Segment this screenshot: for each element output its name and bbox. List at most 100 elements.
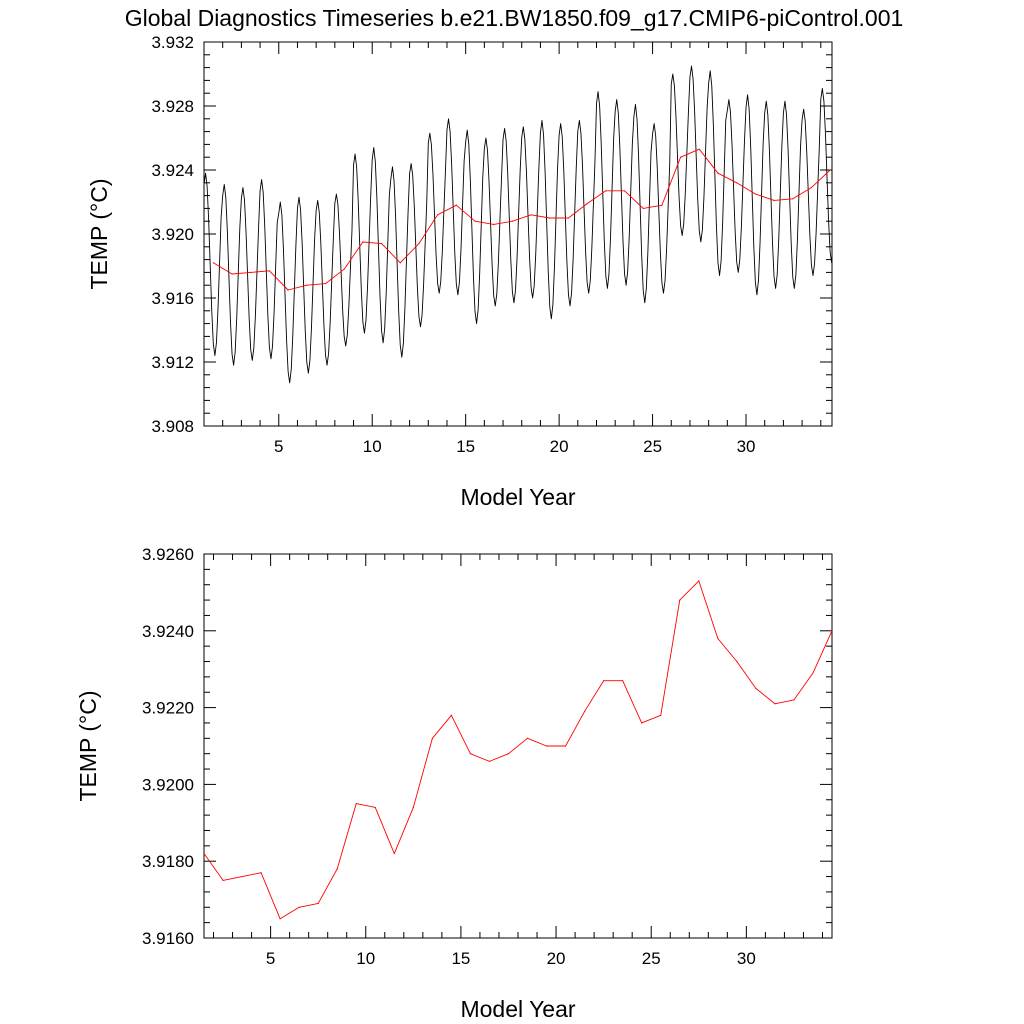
annual-point: [336, 868, 338, 870]
annual-point: [526, 737, 529, 739]
annual-point: [641, 722, 643, 724]
annual-point: [431, 737, 433, 739]
annual-series-line: [204, 580, 832, 920]
y-tick-label: 3.9180: [142, 852, 194, 871]
y-axis-label: TEMP (°C): [75, 691, 101, 802]
annual-point: [380, 243, 383, 245]
annual-point: [399, 262, 401, 264]
annual-point: [306, 284, 308, 286]
y-tick-label: 3.9240: [142, 622, 194, 641]
annual-point: [250, 271, 252, 273]
annual-point: [605, 190, 607, 192]
annual-point: [584, 710, 586, 713]
x-tick-label: 10: [356, 949, 375, 968]
annual-point: [231, 273, 233, 275]
annual-point: [679, 599, 681, 601]
annual-point: [222, 879, 224, 882]
annual-point: [279, 918, 281, 920]
annual-point: [374, 806, 376, 809]
annual-point: [661, 204, 663, 206]
annual-point: [324, 283, 327, 285]
annual-point: [698, 148, 700, 150]
annual-point: [493, 223, 495, 225]
annual-point: [507, 753, 510, 755]
annual-point: [792, 198, 794, 200]
annual-point: [567, 217, 570, 219]
annual-point: [287, 289, 289, 291]
annual-point: [212, 262, 214, 264]
annual-point: [717, 637, 719, 640]
annual-point: [437, 214, 439, 216]
top-panel: 5 10 15 20 25 30 3.908 3.912 3.916 3.920 3.924 3.92…: [86, 33, 833, 510]
annual-point: [774, 703, 776, 705]
annual-point: [469, 753, 472, 755]
annual-point: [343, 268, 345, 270]
annual-point: [298, 906, 300, 908]
x-tick-label: 20: [550, 437, 569, 456]
monthly-series-line: [204, 65, 832, 384]
annual-point: [530, 214, 532, 216]
y-tick-label: 3.9200: [142, 775, 194, 794]
y-axis-label: TEMP (°C): [86, 179, 112, 290]
annual-point: [545, 745, 548, 747]
annual-point: [393, 852, 395, 855]
y-tick-label: 3.924: [151, 161, 194, 180]
annual-point: [755, 687, 757, 690]
y-tick-label: 3.916: [151, 289, 194, 308]
x-tick-label: 15: [451, 949, 470, 968]
x-tick-label: 5: [266, 949, 275, 968]
x-tick-label: 15: [456, 437, 475, 456]
y-tick-label: 3.920: [151, 225, 194, 244]
annual-point: [355, 803, 357, 805]
y-tick-label: 3.9220: [142, 699, 194, 718]
annual-point: [455, 204, 457, 206]
annual-point: [829, 169, 831, 171]
bottom-panel: 5 10 15 20 25 30 3.9160 3.9180 3.9200 3.9220 3.924…: [75, 545, 833, 1022]
x-tick-label: 30: [737, 949, 756, 968]
x-tick-label: 20: [547, 949, 566, 968]
annual-point: [812, 672, 814, 674]
x-axis-label: Model Year: [460, 996, 575, 1022]
annual-point: [773, 199, 775, 201]
annual-point: [717, 172, 719, 174]
plot-area: [204, 65, 832, 384]
annual-point: [241, 875, 243, 878]
y-tick-label: 3.932: [151, 33, 194, 52]
x-tick-label: 10: [363, 437, 382, 456]
annual-point: [412, 806, 414, 809]
annual-point: [642, 207, 644, 209]
x-tick-label: 5: [274, 437, 283, 456]
x-tick-label: 25: [643, 437, 662, 456]
y-tick-label: 3.9160: [142, 929, 194, 948]
x-tick-label: 25: [642, 949, 661, 968]
annual-point: [680, 156, 682, 158]
annual-point: [268, 270, 271, 272]
annual-point: [564, 745, 567, 747]
annual-point: [754, 193, 756, 195]
plot-area: [204, 580, 832, 920]
x-axis-label: Model Year: [460, 484, 575, 510]
annual-point: [260, 872, 262, 874]
chart-title: Global Diagnostics Timeseries b.e21.BW18…: [125, 5, 904, 31]
annual-point: [488, 760, 491, 762]
annual-point: [793, 699, 795, 701]
y-tick-label: 3.912: [151, 353, 194, 372]
annual-point: [623, 190, 626, 192]
y-tick-label: 3.928: [151, 97, 194, 116]
annual-point: [831, 630, 832, 632]
annual-point: [622, 680, 624, 682]
annual-point: [418, 243, 420, 245]
annual-point: [362, 241, 364, 243]
annual-point: [810, 187, 813, 189]
y-tick-label: 3.9260: [142, 545, 194, 564]
annual-series-line: [213, 148, 831, 291]
y-tick-label: 3.908: [151, 417, 194, 436]
annual-point: [603, 680, 605, 682]
annual-point: [586, 203, 588, 205]
annual-point: [474, 220, 476, 222]
annual-point: [736, 182, 738, 184]
annual-point: [317, 902, 319, 905]
annual-point: [736, 660, 738, 663]
annual-point: [450, 714, 452, 716]
